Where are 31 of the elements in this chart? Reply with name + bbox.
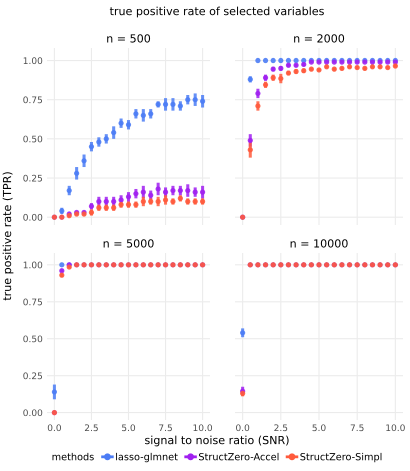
y-axis-title: true positive rate (TPR) [2,172,14,300]
y-tick-label: 1.00 [24,262,42,268]
y-tick-label: 0.75 [23,298,42,306]
chart-subtitle: n = 5000 [104,239,154,248]
y-tick-label: 0.25 [23,174,42,182]
chart-subtitle: n = 10000 [290,239,348,248]
x-tick-label: 7.5 [159,424,172,432]
x-tick-label: 5.0 [312,424,326,432]
y-tick-label: 0.00 [23,214,42,221]
y-tick-label: 0.25 [23,372,42,380]
y-tick-label: 0.50 [23,335,42,342]
legend-title: methods [52,452,94,460]
y-tick-label: 0.00 [23,409,42,416]
chart-subtitle: n = 2000 [294,34,344,43]
x-tick-label: 7.5 [350,424,364,432]
x-tick-label: 10.0 [386,424,405,432]
y-tick-label: 0.50 [23,136,42,142]
x-tick-label: 2.5 [274,424,288,432]
x-axis-title: signal to noise ratio (SNR) [145,436,289,446]
chart-title: true positive rate of selected variables [110,6,324,18]
chart-subtitle: n = 500 [107,34,150,43]
x-tick-label: 2.5 [84,424,98,432]
x-tick-label: 0.0 [48,424,61,432]
x-tick-label: 5.0 [122,424,136,432]
x-tick-label: 10.0 [194,424,212,432]
y-tick-label: 1.00 [24,57,42,64]
legend-label: lasso-glmnet [116,452,178,462]
legend-label: StructZero-Accel [199,452,278,460]
x-tick-label: 0.0 [236,424,250,432]
y-tick-label: 0.75 [23,96,42,104]
legend-label: StructZero-Simpl [300,452,382,462]
